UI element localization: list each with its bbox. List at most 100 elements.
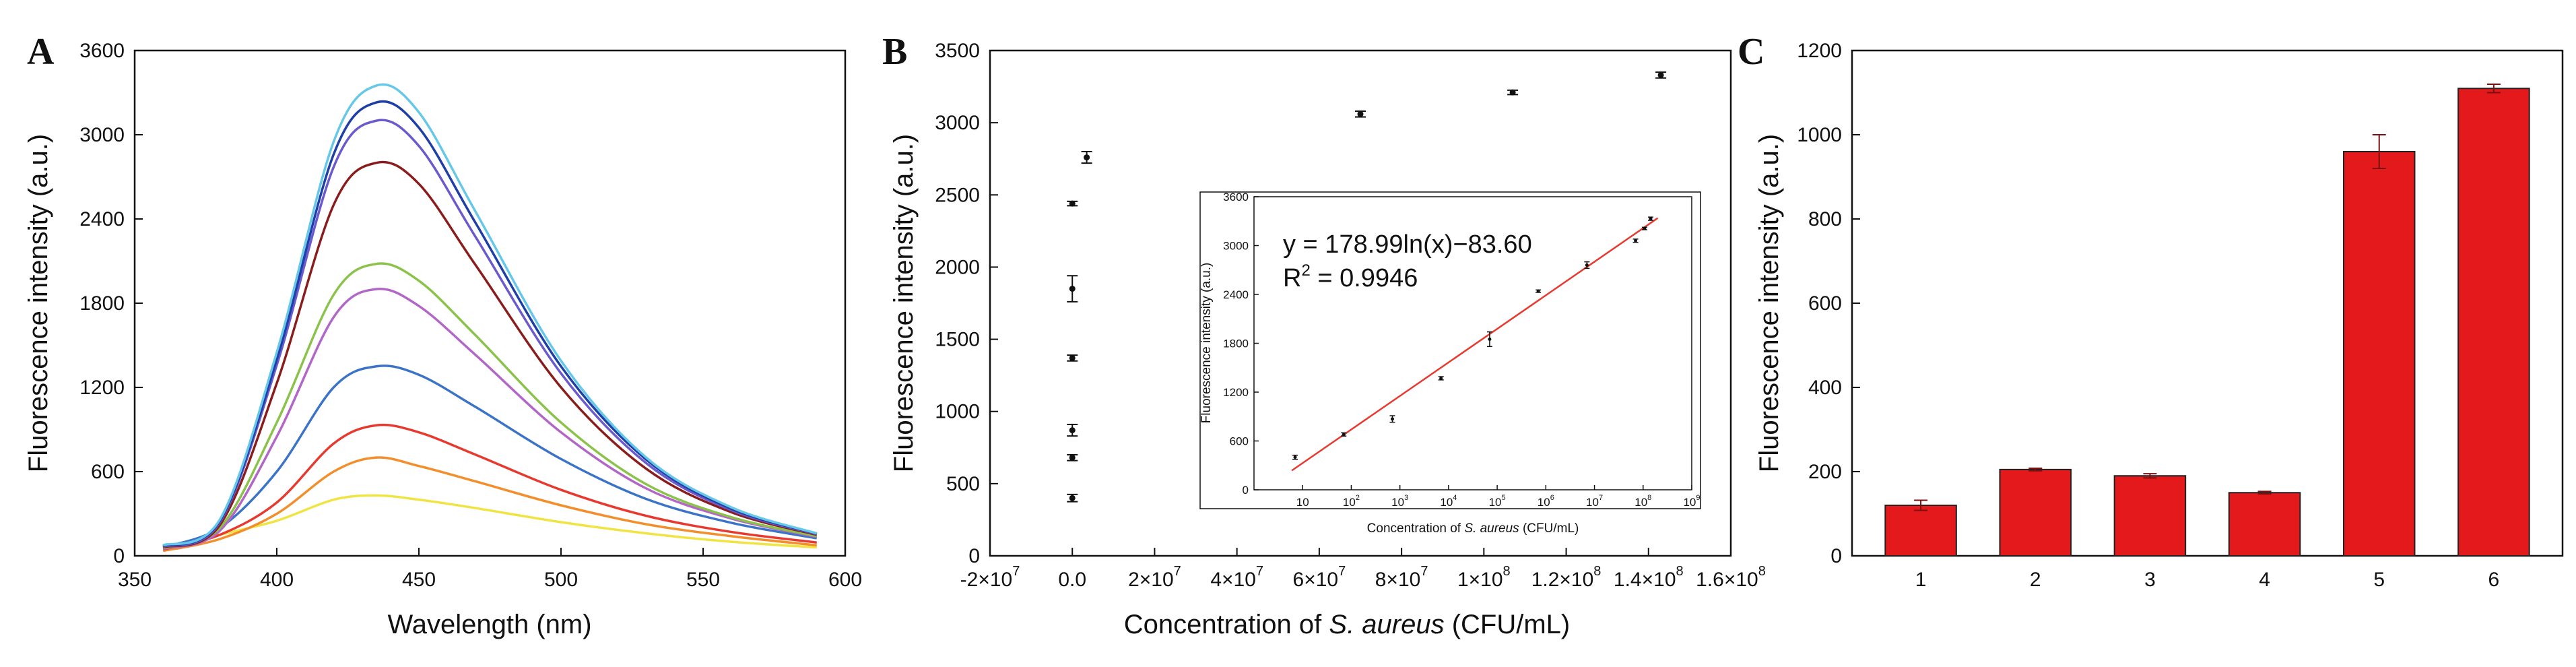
panel-b-inset-data-point <box>1643 226 1647 230</box>
panel-b-inset-x-title-unit: (CFU/mL) <box>1519 521 1579 536</box>
panel-a-x-axis-title: Wavelength (nm) <box>387 610 591 639</box>
panel-b-inset-background <box>1199 191 1701 509</box>
panel-b-inset-data-point <box>1342 433 1346 437</box>
panel-b-inset-regression-line <box>1291 217 1659 472</box>
panel-c-bars <box>1884 84 2530 557</box>
panel-c-x-tick-label: 2 <box>2030 569 2041 591</box>
panel-b-data-point <box>1069 286 1076 292</box>
panel-b-data-point <box>1069 495 1076 501</box>
panel-b-x-title-unit: (CFU/mL) <box>1445 610 1571 639</box>
panel-b-inset-r2: R2 = 0.9946 <box>1283 261 1418 292</box>
panel-b-inset-x-axis-title: Concentration of S. aureus (CFU/mL) <box>1367 521 1579 536</box>
panel-b-y-tick-label: 3500 <box>935 40 980 62</box>
panel-b-inset-r2-value: = 0.9946 <box>1311 264 1418 292</box>
panel-b-data-point <box>1657 71 1664 78</box>
panel-b-x-tick-label: -2×107 <box>960 564 1020 591</box>
panel-b-inset-y-tick-label: 0 <box>1243 484 1249 497</box>
panel-b-x-title-organism: S. aureus <box>1329 610 1444 639</box>
panel-b-inset-x-tick-label: 105 <box>1489 494 1506 509</box>
panel-c-x-tick-label: 3 <box>2144 569 2156 591</box>
panel-b-inset-x-tick-label: 102 <box>1343 494 1360 509</box>
panel-b-inset-r2-exponent: 2 <box>1301 261 1310 280</box>
panel-b-inset-x-tick-label: 106 <box>1538 494 1554 509</box>
panel-c-bar <box>2342 151 2416 557</box>
panel-c-x-tick-label: 1 <box>1915 569 1927 591</box>
panel-c-x-tick-label: 4 <box>2259 569 2270 591</box>
panel-b-points <box>1067 71 1667 503</box>
panel-b-inset-ticks: 10 102 103 104 105 106 107 108 109 0 600 1200 1800 24… <box>1223 191 1700 509</box>
panel-c-bar <box>1999 468 2072 557</box>
panel-c-bar <box>2457 88 2530 557</box>
panel-a-y-tick-label: 1800 <box>79 292 125 315</box>
panel-b-x-tick-label: 1.2×108 <box>1531 564 1601 591</box>
panel-a-series-line <box>162 160 818 549</box>
panel-a-y-tick-label: 3600 <box>79 40 125 62</box>
panel-c-bar <box>1884 505 1957 557</box>
panel-b-inset-y-tick-label: 3600 <box>1223 191 1249 203</box>
panel-b-data-point <box>1069 427 1076 434</box>
panel-a-y-tick-label: 1200 <box>79 377 125 399</box>
panel-c-y-tick-label: 1200 <box>1797 40 1842 62</box>
panel-b-inset-data-point <box>1649 217 1653 221</box>
panel-b-inset-data-point <box>1536 289 1540 293</box>
panel-b-inset-x-tick-label: 109 <box>1683 494 1700 509</box>
panel-c: C 0 200 400 600 800 1000 1200 1 2 3 4 5 6 Fluorescen… <box>1738 31 2564 591</box>
panel-c-y-axis-title: Fluorescence intensity (a.u.) <box>1754 134 1784 472</box>
panel-c-ticks: 0 200 400 600 800 1000 1200 1 2 3 4 5 6 <box>1797 40 2499 591</box>
panel-a-y-tick-label: 0 <box>113 545 125 567</box>
panel-a-x-tick-label: 550 <box>686 569 720 591</box>
panel-c-y-tick-label: 400 <box>1808 377 1842 399</box>
panel-c-plot-frame <box>1851 49 2564 557</box>
panel-a-series-line <box>162 262 818 550</box>
panel-b-data-point <box>1069 454 1076 461</box>
panel-a-y-tick-label: 2400 <box>79 208 125 230</box>
panel-b-inset-y-tick-label: 3000 <box>1223 240 1249 253</box>
panel-a-y-tick-label: 600 <box>91 461 125 483</box>
panel-a-x-tick-label: 350 <box>118 569 152 591</box>
panel-b-data-point <box>1357 110 1364 117</box>
panel-b-data-point <box>1069 200 1076 207</box>
panel-b: B -2×107 0.0 2×107 4×107 6×107 8×107 1×108 1.2×… <box>882 31 1766 639</box>
panel-c-y-tick-label: 600 <box>1808 292 1842 315</box>
panel-a-ticks: 350 400 450 500 550 600 0 600 1200 1800 2400 3000 36… <box>79 40 862 591</box>
panel-b-inset-data-point <box>1488 337 1492 341</box>
panel-a-x-tick-label: 450 <box>402 569 436 591</box>
panel-b-inset-data-point <box>1439 376 1443 380</box>
panel-b-inset-x-tick-label: 10 <box>1296 496 1309 509</box>
panel-a-series-line <box>162 100 818 548</box>
panel-b-inset-y-tick-label: 600 <box>1230 435 1249 448</box>
panel-c-y-tick-label: 0 <box>1830 545 1842 567</box>
panel-c-x-tick-label: 5 <box>2373 569 2385 591</box>
panel-b-x-tick-label: 8×107 <box>1375 564 1428 591</box>
panel-a-series-line <box>162 494 817 551</box>
panel-b-inset-points <box>1292 216 1653 460</box>
panel-c-x-tick-label: 6 <box>2488 569 2500 591</box>
panel-a: A 350 400 450 500 550 600 0 600 1200 1800 2400 3000… <box>24 31 862 639</box>
panel-b-x-tick-label: 6×107 <box>1293 564 1346 591</box>
panel-b-y-tick-label: 1500 <box>935 329 980 351</box>
panel-a-x-tick-label: 400 <box>260 569 294 591</box>
panel-b-x-axis-title: Concentration of S. aureus (CFU/mL) <box>1124 610 1571 639</box>
panel-b-inset-y-tick-label: 2400 <box>1223 288 1249 301</box>
panel-a-y-tick-label: 3000 <box>79 124 125 146</box>
panel-b-inset-data-point <box>1585 263 1589 267</box>
panel-b-data-point <box>1069 354 1076 361</box>
panel-c-bar <box>2113 475 2187 557</box>
panel-b-inset-data-point <box>1293 455 1297 459</box>
panel-b-inset-y-axis-title: Fluorescence intensity (a.u.) <box>1199 263 1214 424</box>
panel-b-inset-x-tick-label: 108 <box>1634 494 1651 509</box>
panel-b-y-tick-label: 1000 <box>935 401 980 423</box>
panel-b-data-point <box>1084 154 1090 161</box>
panel-b-y-tick-label: 500 <box>946 473 980 495</box>
panel-b-inset-x-tick-label: 103 <box>1391 494 1408 509</box>
panel-a-series <box>162 83 818 552</box>
panel-b-inset-data-point <box>1634 239 1638 243</box>
panel-a-letter: A <box>27 31 55 73</box>
panel-c-y-tick-label: 800 <box>1808 208 1842 230</box>
panel-b-x-tick-label: 1×108 <box>1457 564 1511 591</box>
panel-c-letter: C <box>1738 31 1764 73</box>
panel-b-inset-y-tick-label: 1200 <box>1223 386 1249 399</box>
panel-b-inset-y-tick-label: 1800 <box>1223 338 1249 350</box>
panel-b-inset-r2-symbol: R <box>1283 264 1301 292</box>
panel-c-y-tick-label: 1000 <box>1797 124 1842 146</box>
